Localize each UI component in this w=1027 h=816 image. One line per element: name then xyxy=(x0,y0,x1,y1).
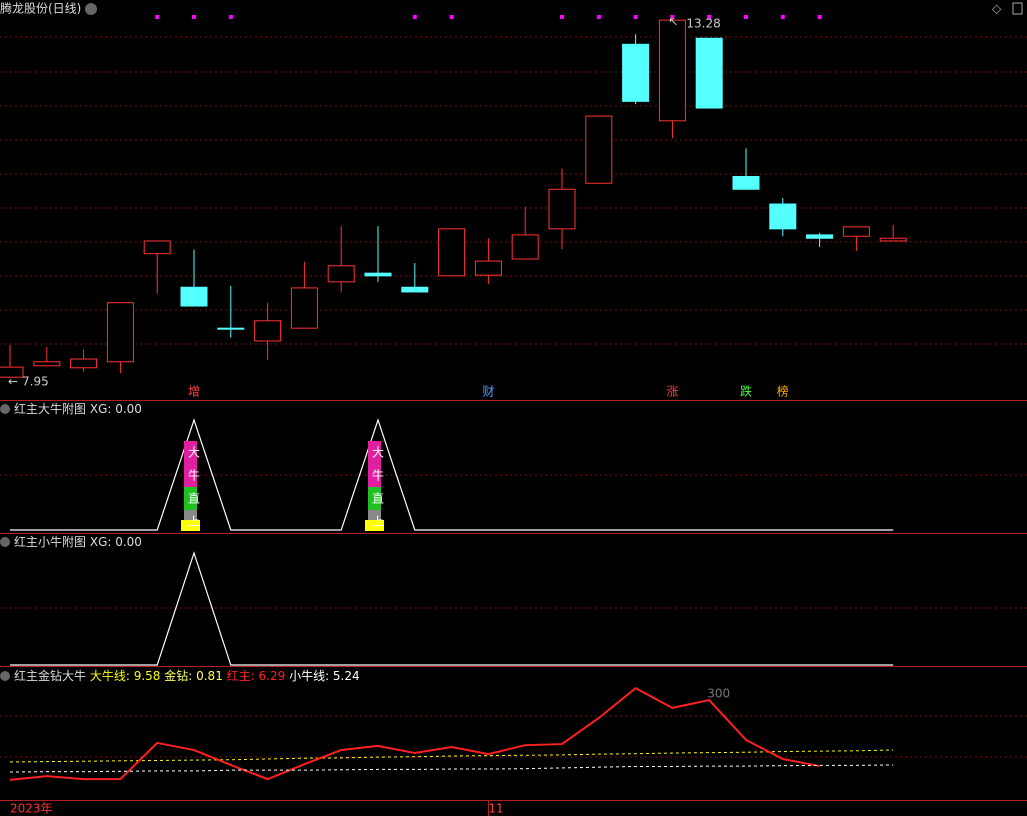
badge xyxy=(181,520,200,531)
max-label: 13.28 xyxy=(686,17,720,31)
signal-dot xyxy=(817,15,822,19)
panel-icons[interactable] xyxy=(0,3,97,681)
candle-body xyxy=(769,203,797,230)
signal-dot xyxy=(412,15,417,19)
candle-body xyxy=(70,358,98,369)
badge xyxy=(184,510,197,520)
signal-dot xyxy=(228,15,233,19)
legend-value: XG: 0.00 xyxy=(90,402,142,416)
signal-dot xyxy=(560,15,564,19)
legend-entry: 金钻: 0.81 xyxy=(164,668,223,683)
series-line xyxy=(9,764,894,773)
badge xyxy=(365,520,384,531)
candle-body xyxy=(33,361,61,367)
badge xyxy=(368,441,381,487)
candle-body xyxy=(511,234,539,260)
series-line xyxy=(10,418,894,531)
legend-value: XG: 0.00 xyxy=(90,535,142,549)
candle-body xyxy=(842,226,870,237)
badge-text: 上 xyxy=(188,515,200,529)
legend-entry: 大牛线: 9.58 xyxy=(90,668,161,683)
badge xyxy=(184,487,197,510)
event-marker: 涨 xyxy=(666,384,678,399)
badge-text: 牛 xyxy=(372,468,384,483)
signal-dot xyxy=(449,15,454,19)
arrow: ← xyxy=(8,374,18,388)
x-tick-label: 2023年 xyxy=(10,802,53,816)
candle-body xyxy=(658,19,686,122)
series-line xyxy=(9,686,820,781)
badge-text: 牛 xyxy=(188,468,200,483)
signal-dot xyxy=(155,15,160,19)
event-marker: 财 xyxy=(482,385,494,399)
candle-body xyxy=(180,286,208,307)
legend-entry: 红主: 6.29 xyxy=(227,668,286,683)
candle-body xyxy=(364,272,392,277)
candle-body xyxy=(143,240,171,255)
badge xyxy=(184,441,197,487)
candle-body xyxy=(217,327,245,330)
toolbar-icon[interactable] xyxy=(1012,2,1023,15)
candle-body xyxy=(806,234,834,239)
candle-body xyxy=(695,37,723,109)
toolbar-icon[interactable]: ◇ xyxy=(992,2,1002,16)
badge-text: 上 xyxy=(372,515,384,529)
candle-body xyxy=(106,302,134,363)
candle-body xyxy=(732,176,760,190)
signal-dot xyxy=(744,15,748,19)
series-line xyxy=(9,749,894,763)
candle-body xyxy=(254,320,282,342)
series-line xyxy=(10,551,894,666)
candle-body xyxy=(585,115,613,184)
badge-text: 大 xyxy=(372,446,384,460)
event-marker: 跌 xyxy=(740,384,752,399)
grid xyxy=(0,36,1027,758)
signal-dot xyxy=(596,15,601,19)
x-tick-label: 11 xyxy=(488,802,503,816)
badge-text: 大 xyxy=(188,446,200,460)
candle-body xyxy=(622,43,650,102)
arrow: ↖ xyxy=(668,15,678,29)
signal-dot xyxy=(670,15,675,19)
signal-dot xyxy=(633,15,638,19)
panel-title: 红主金钻大牛 大牛线: 9.58 金钻: 0.81 红主: 6.29 小牛线: … xyxy=(14,668,360,683)
signal-dot xyxy=(707,15,712,19)
candle-body xyxy=(401,286,429,293)
candle-body xyxy=(548,188,576,230)
legend-entry: 小牛线: 5.24 xyxy=(289,668,360,683)
candle-body xyxy=(290,287,318,329)
candle-body xyxy=(438,228,466,277)
badge xyxy=(368,487,381,510)
signal-dot xyxy=(780,15,785,19)
badge-text: 直 xyxy=(372,492,384,506)
panel-name: 红主金钻大牛 xyxy=(14,668,86,683)
candle-body xyxy=(879,237,907,242)
event-marker: 榜 xyxy=(777,384,789,399)
chart-title: 腾龙股份(日线) xyxy=(0,1,81,16)
peak-label: 300 xyxy=(707,687,730,701)
badge xyxy=(368,510,381,520)
panel-title: 红主小牛附图 XG: 0.00 xyxy=(14,534,142,549)
panel-borders xyxy=(0,400,1027,816)
badge-text: 直 xyxy=(188,492,200,506)
candle-body xyxy=(474,260,502,276)
panel-name: 红主小牛附图 xyxy=(14,534,86,549)
min-label: 7.95 xyxy=(22,374,49,388)
signal-dot xyxy=(192,15,196,19)
event-marker: 增 xyxy=(188,385,200,399)
panel-name: 红主大牛附图 xyxy=(14,401,86,416)
candle-body xyxy=(0,366,24,378)
panel-title: 红主大牛附图 XG: 0.00 xyxy=(14,401,142,416)
candle-body xyxy=(327,265,355,283)
